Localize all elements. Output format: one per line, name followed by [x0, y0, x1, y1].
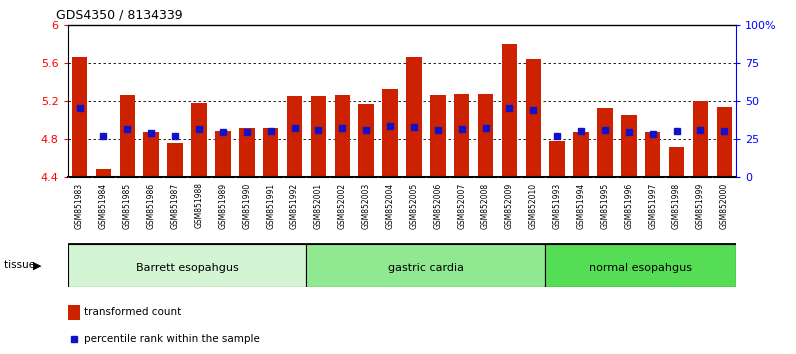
- Text: GSM851992: GSM851992: [290, 182, 299, 228]
- Bar: [72, 57, 88, 177]
- Bar: [96, 169, 111, 177]
- Text: normal esopahgus: normal esopahgus: [589, 263, 693, 273]
- Text: GSM851997: GSM851997: [648, 182, 657, 229]
- Bar: [215, 131, 231, 177]
- Bar: [430, 95, 446, 177]
- Text: GSM852003: GSM852003: [361, 182, 371, 229]
- Bar: [191, 103, 207, 177]
- Text: GSM852009: GSM852009: [505, 182, 514, 229]
- Text: transformed count: transformed count: [84, 307, 181, 317]
- Bar: [525, 59, 541, 177]
- Bar: [263, 129, 279, 177]
- Text: GSM852005: GSM852005: [409, 182, 419, 229]
- Bar: [549, 141, 565, 177]
- Text: GSM851984: GSM851984: [99, 182, 108, 228]
- Bar: [693, 101, 708, 177]
- Bar: [310, 96, 326, 177]
- Bar: [545, 244, 736, 287]
- Bar: [406, 57, 422, 177]
- Text: GSM851987: GSM851987: [170, 182, 180, 228]
- Bar: [143, 132, 159, 177]
- Text: GSM851988: GSM851988: [194, 182, 204, 228]
- Bar: [597, 108, 613, 177]
- Text: GSM851989: GSM851989: [218, 182, 228, 228]
- Text: gastric cardia: gastric cardia: [388, 263, 464, 273]
- Bar: [68, 244, 306, 287]
- Text: GSM851983: GSM851983: [75, 182, 84, 228]
- Bar: [68, 305, 80, 320]
- Text: tissue: tissue: [4, 261, 38, 270]
- Bar: [358, 104, 374, 177]
- Bar: [239, 129, 255, 177]
- Text: percentile rank within the sample: percentile rank within the sample: [84, 334, 260, 344]
- Bar: [306, 244, 545, 287]
- Text: GSM852000: GSM852000: [720, 182, 729, 229]
- Bar: [454, 94, 470, 177]
- Text: GSM852007: GSM852007: [457, 182, 466, 229]
- Text: GSM852004: GSM852004: [385, 182, 395, 229]
- Text: GSM851996: GSM851996: [624, 182, 634, 229]
- Text: GSM851995: GSM851995: [600, 182, 610, 229]
- Text: GSM851990: GSM851990: [242, 182, 252, 229]
- Text: GSM851985: GSM851985: [123, 182, 132, 228]
- Bar: [334, 95, 350, 177]
- Bar: [621, 115, 637, 177]
- Bar: [716, 107, 732, 177]
- Text: ▶: ▶: [33, 261, 42, 270]
- Bar: [167, 143, 183, 177]
- Text: GSM852006: GSM852006: [433, 182, 443, 229]
- Text: GDS4350 / 8134339: GDS4350 / 8134339: [56, 9, 182, 22]
- Text: GSM851994: GSM851994: [576, 182, 586, 229]
- Text: GSM852010: GSM852010: [529, 182, 538, 228]
- Bar: [501, 44, 517, 177]
- Text: GSM852002: GSM852002: [338, 182, 347, 228]
- Text: GSM851998: GSM851998: [672, 182, 681, 228]
- Text: GSM851993: GSM851993: [552, 182, 562, 229]
- Text: GSM851991: GSM851991: [266, 182, 275, 228]
- Bar: [669, 147, 685, 177]
- Bar: [478, 94, 494, 177]
- Text: GSM851999: GSM851999: [696, 182, 705, 229]
- Text: Barrett esopahgus: Barrett esopahgus: [135, 263, 239, 273]
- Bar: [645, 132, 661, 177]
- Bar: [119, 95, 135, 177]
- Bar: [287, 96, 302, 177]
- Bar: [382, 88, 398, 177]
- Bar: [573, 132, 589, 177]
- Text: GSM852008: GSM852008: [481, 182, 490, 228]
- Text: GSM852001: GSM852001: [314, 182, 323, 228]
- Text: GSM851986: GSM851986: [146, 182, 156, 228]
